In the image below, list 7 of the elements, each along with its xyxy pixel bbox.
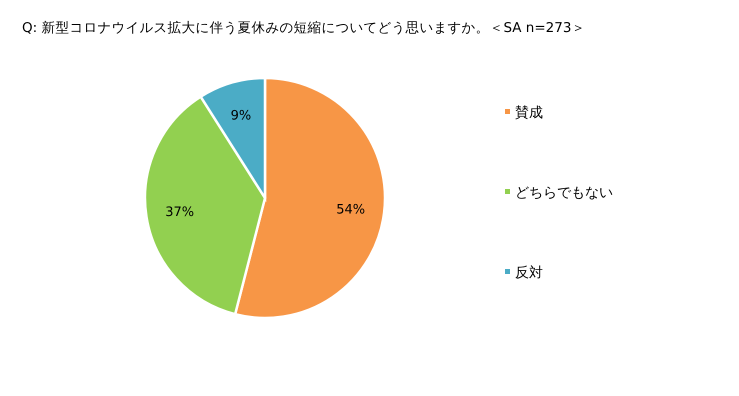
- legend-label: どちらでもない: [515, 184, 613, 201]
- legend-label: 賛成: [515, 104, 543, 121]
- chart-title: Q: 新型コロナウイルス拡大に伴う夏休みの短縮についてどう思いますか。＜SA n=273＞: [22, 20, 586, 36]
- legend-label: 反対: [515, 264, 543, 281]
- data-label: 37%: [165, 205, 194, 220]
- data-label: 9%: [230, 108, 252, 124]
- data-label: 54%: [336, 202, 366, 218]
